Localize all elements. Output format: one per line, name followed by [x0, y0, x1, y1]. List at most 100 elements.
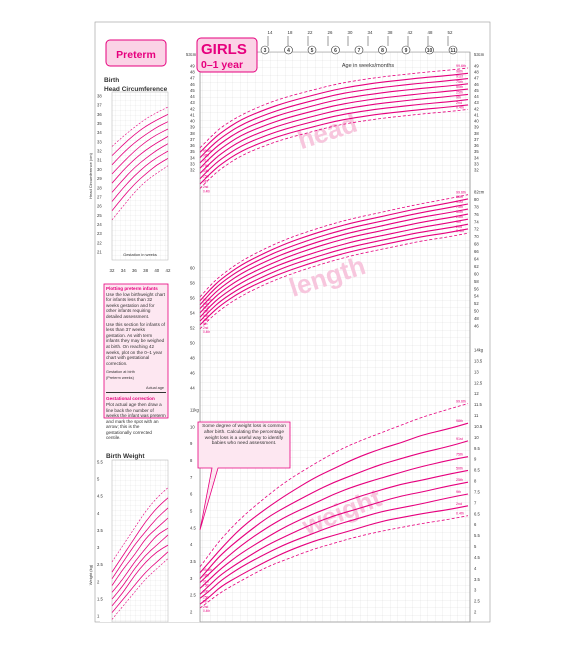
preterm-label: Preterm [116, 49, 156, 61]
week-tick-label: 14 [268, 30, 273, 35]
left-length-tick: 50 [190, 341, 195, 346]
preterm-weight-ytick: 2 [97, 579, 100, 584]
length-tick: 78 [474, 204, 479, 209]
left-weight-tick: 3.5 [190, 559, 196, 564]
weight-tick: 9.5 [474, 446, 480, 451]
percentile-label-left: 0.4th [203, 189, 210, 193]
preterm-head-line-4 [111, 136, 169, 184]
percentile-label-left: 50th [203, 589, 209, 593]
percentile-label-right: 98th [456, 195, 463, 199]
percentile-line-1-6 [199, 223, 469, 322]
percentile-labels: 99.6th99.6th98th98th91st91st75th75th50th… [203, 64, 466, 613]
preterm-head-ytick: 38 [97, 94, 102, 99]
percentile-label-left: 75th [203, 310, 209, 314]
length-tick: 76 [474, 212, 479, 217]
length-tick: 52 [474, 301, 479, 306]
length-tick: 74 [474, 219, 479, 224]
left-axis-strip [172, 52, 200, 622]
head-tick: 49 [474, 64, 479, 69]
info-diagram: Gestation at birth (Preterm weeks) Actua… [106, 370, 166, 394]
callout-text: Some degree of weight loss is common aft… [202, 424, 286, 447]
left-head-tick: 48 [190, 70, 195, 75]
percentile-line-0-3 [199, 83, 469, 164]
percentile-label-left: 91st [203, 306, 209, 310]
preterm-head-xtick: 36 [132, 268, 137, 273]
month-label: 10 [427, 48, 433, 54]
preterm-head-xtick: 40 [154, 268, 159, 273]
percentile-line-0-2 [199, 78, 469, 158]
percentile-line-0-7 [199, 104, 469, 185]
percentile-label-right: 98th [456, 419, 463, 423]
percentile-label-left: 50th [203, 169, 209, 173]
info-box [103, 283, 169, 419]
percentile-label-left: 25th [203, 595, 209, 599]
percentile-label-left: 25th [203, 318, 209, 322]
preterm-weight-ytick: 1 [97, 614, 100, 619]
preterm-head-ytick: 22 [97, 240, 102, 245]
percentile-label-right: 25th [456, 90, 463, 94]
length-percentile-lines [199, 194, 469, 330]
percentile-label-right: 91st [456, 75, 463, 79]
info-heading-1: Plotting preterm infants [106, 286, 158, 291]
preterm-head-line-1 [111, 114, 169, 156]
percentile-label-left: 9th [203, 599, 208, 603]
week-tick-label: 48 [428, 30, 433, 35]
weight-tick: 9 [474, 457, 477, 462]
percentile-label-right: 50th [456, 210, 463, 214]
preterm-weight-lines [111, 487, 169, 620]
week-tick-label: 18 [288, 30, 293, 35]
weight-tick: 7.5 [474, 489, 480, 494]
length-tick: 72 [474, 227, 479, 232]
percentile-line-1-7 [199, 228, 469, 326]
weight-tick: 5.5 [474, 533, 480, 538]
length-tick: 66 [474, 249, 479, 254]
preterm-head-yticks: 38 37 36 35 34 33 32 31 30 29 28 27 26 25 24 23 22 21 [97, 94, 102, 255]
weight-tick: 13 [474, 369, 479, 374]
week-tick-label: 34 [368, 30, 373, 35]
preterm-weight-ytick: 5.5 [97, 460, 103, 465]
weight-tick: 8.5 [474, 468, 480, 473]
head-tick: 41 [474, 112, 479, 117]
percentile-label-left: 50th [203, 314, 209, 318]
head-tick: 35 [474, 149, 479, 154]
left-weight-tick: 2.5 [190, 593, 196, 598]
preterm-head-ytick: 30 [97, 167, 102, 172]
month-ticks: 3 4 5 6 7 8 9 10 11 [260, 45, 458, 55]
percentile-label-left: 75th [203, 584, 209, 588]
month-label: 7 [358, 48, 361, 54]
percentile-line-0-5 [199, 93, 469, 174]
preterm-head-ytick: 33 [97, 139, 102, 144]
left-length-tick: 46 [190, 371, 195, 376]
diagram-label-1: Gestation at birth [106, 370, 135, 375]
percentile-label-left: 2nd [203, 326, 209, 330]
left-axis-ticks: 53cm494847464544434241403938373635343332… [186, 52, 199, 615]
preterm-head-title-2: Head Circumference [104, 86, 168, 93]
preterm-weight-line-7 [111, 551, 169, 613]
preterm-head-ytick: 21 [97, 250, 102, 255]
weight-percentile-lines [199, 403, 469, 609]
left-head-tick: 33 [190, 161, 195, 166]
month-label: 9 [405, 48, 408, 54]
preterm-head-ytick: 24 [97, 222, 102, 227]
week-tick-label: 38 [388, 30, 393, 35]
weight-tick: 3.5 [474, 577, 480, 582]
weight-tick: 3 [474, 588, 477, 593]
percentile-line-2-1 [199, 422, 469, 574]
left-head-tick: 39 [190, 125, 195, 130]
preterm-weight-ytick: 3.5 [97, 528, 103, 533]
left-weight-tick: 3 [190, 576, 193, 581]
preterm-head-line-2 [111, 121, 169, 166]
percentile-line-2-6 [199, 493, 469, 599]
month-label: 4 [287, 48, 290, 54]
right-axis-ticks: 49484746454443424140393837363534333253cm… [474, 52, 485, 615]
weight-tick: 6 [474, 522, 477, 527]
left-head-tick: 36 [190, 143, 195, 148]
percentile-label-right: 9th [456, 96, 461, 100]
percentile-label-left: 99.6th [203, 298, 212, 302]
weight-tick: 4 [474, 566, 477, 571]
week-ticks: 14 18 22 26 30 34 38 42 48 52 [268, 30, 453, 46]
month-circle [425, 45, 434, 55]
preterm-weight-line-4 [111, 527, 169, 593]
preterm-weight-ytick: 1.5 [97, 596, 103, 601]
left-head-tick: 45 [190, 88, 195, 93]
